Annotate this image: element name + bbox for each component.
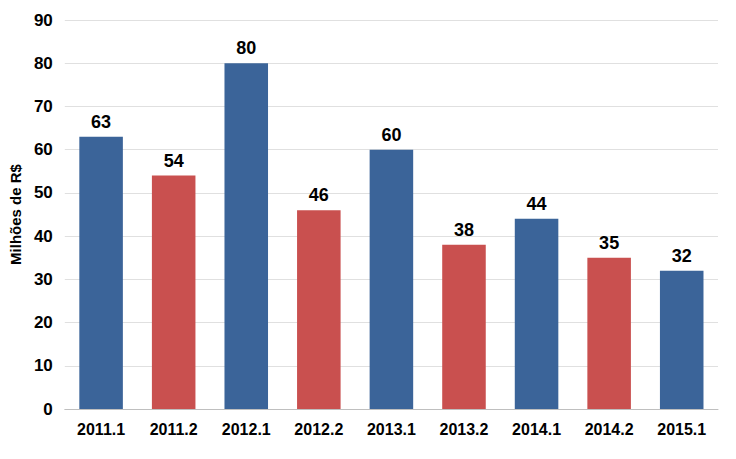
svg-text:30: 30 <box>34 270 53 289</box>
svg-text:60: 60 <box>34 140 53 159</box>
svg-text:0: 0 <box>43 400 52 419</box>
svg-text:70: 70 <box>34 97 53 116</box>
svg-text:63: 63 <box>91 112 111 132</box>
svg-text:2014.2: 2014.2 <box>585 421 634 438</box>
svg-text:80: 80 <box>34 54 53 73</box>
svg-text:38: 38 <box>454 220 474 240</box>
svg-text:20: 20 <box>34 313 53 332</box>
svg-text:2013.1: 2013.1 <box>367 421 416 438</box>
svg-text:2014.1: 2014.1 <box>512 421 561 438</box>
svg-text:60: 60 <box>381 125 401 145</box>
svg-text:2015.1: 2015.1 <box>657 421 706 438</box>
svg-text:35: 35 <box>599 233 619 253</box>
svg-text:10: 10 <box>34 356 53 375</box>
svg-text:2011.1: 2011.1 <box>77 421 125 438</box>
svg-text:50: 50 <box>34 183 53 202</box>
svg-text:40: 40 <box>34 227 53 246</box>
svg-text:90: 90 <box>34 11 53 30</box>
svg-text:2012.2: 2012.2 <box>294 421 343 438</box>
svg-text:2013.2: 2013.2 <box>440 421 489 438</box>
svg-text:44: 44 <box>527 194 547 214</box>
svg-text:2012.1: 2012.1 <box>222 421 271 438</box>
svg-text:80: 80 <box>236 38 256 58</box>
svg-text:Milhões de R$: Milhões de R$ <box>7 163 24 265</box>
svg-text:32: 32 <box>672 246 692 266</box>
svg-text:2011.2: 2011.2 <box>150 421 198 438</box>
svg-text:54: 54 <box>164 151 184 171</box>
svg-text:46: 46 <box>309 185 329 205</box>
